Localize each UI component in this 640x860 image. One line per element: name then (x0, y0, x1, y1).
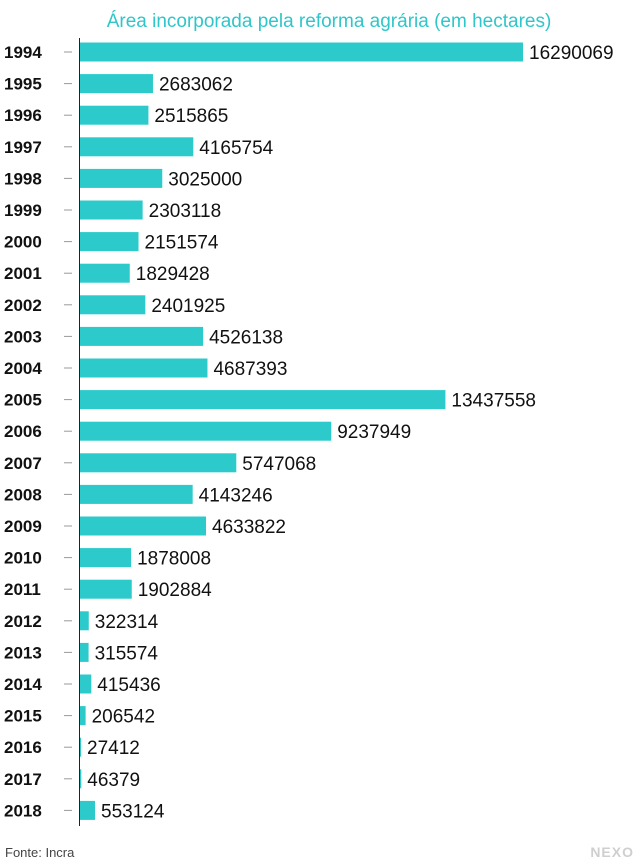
y-tick-label: 1999 (4, 201, 42, 220)
bar (80, 737, 81, 757)
y-tick-label: 2008 (4, 485, 42, 504)
data-label: 322314 (95, 612, 159, 633)
y-tick-label: 2005 (4, 391, 42, 410)
data-label: 3025000 (168, 169, 242, 190)
bar (80, 358, 208, 378)
data-label: 2683062 (159, 75, 233, 96)
brand-logo: NEXO (590, 844, 634, 860)
data-label: 16290069 (529, 43, 614, 64)
bar (80, 263, 130, 283)
data-label: 4165754 (199, 138, 273, 159)
data-label: 27412 (87, 738, 140, 759)
bar (80, 642, 89, 662)
bar (80, 295, 146, 315)
y-tick-label: 2004 (4, 359, 42, 378)
data-label: 1902884 (138, 580, 212, 601)
chart-title: Área incorporada pela reforma agrária (e… (107, 11, 552, 32)
y-tick-label: 1997 (4, 138, 42, 157)
bar (80, 706, 86, 726)
bar (80, 800, 96, 820)
bar (80, 453, 237, 473)
y-tick-label: 2013 (4, 643, 42, 662)
bar (80, 168, 163, 188)
bar (80, 769, 82, 789)
y-tick-label: 1995 (4, 75, 42, 94)
bar (80, 137, 194, 157)
data-label: 9237949 (337, 422, 411, 443)
y-tick-label: 2001 (4, 264, 42, 283)
y-tick-label: 1996 (4, 106, 42, 125)
y-tick-label: 2006 (4, 422, 42, 441)
y-tick-label: 2000 (4, 233, 42, 252)
data-label: 46379 (87, 770, 140, 791)
data-label: 4143246 (199, 485, 273, 506)
bar (80, 421, 332, 441)
data-label: 2151574 (145, 233, 219, 254)
bar (80, 105, 149, 125)
bar (80, 611, 89, 631)
data-label: 4687393 (213, 359, 287, 380)
bar (80, 548, 132, 568)
y-tick-label: 2016 (4, 738, 42, 757)
bar (80, 232, 139, 252)
bars-group: 1994 16290069 1995 2683062 1996 2515865 1997 41… (4, 42, 614, 822)
data-label: 4633822 (212, 517, 286, 538)
data-label: 4526138 (209, 327, 283, 348)
bar (80, 674, 92, 694)
bar (80, 326, 204, 346)
y-tick-label: 2017 (4, 770, 42, 789)
y-tick-label: 2014 (4, 675, 42, 694)
y-tick-label: 1998 (4, 169, 42, 188)
y-tick-label: 2012 (4, 612, 42, 631)
y-tick-label: 2002 (4, 296, 42, 315)
data-label: 206542 (92, 707, 155, 728)
bar (80, 42, 523, 62)
data-label: 1829428 (136, 264, 210, 285)
bar (80, 200, 143, 220)
data-label: 2401925 (151, 296, 225, 317)
bar (80, 516, 207, 536)
y-tick-label: 1994 (4, 43, 42, 62)
bar (80, 74, 153, 94)
data-label: 415436 (97, 675, 160, 696)
data-label: 315574 (95, 643, 159, 664)
bar (80, 484, 193, 504)
bar (80, 579, 132, 599)
source-note: Fonte: Incra (5, 845, 75, 860)
y-tick-label: 2011 (4, 580, 41, 599)
y-tick-label: 2015 (4, 707, 42, 726)
data-label: 5747068 (242, 454, 316, 475)
y-tick-label: 2010 (4, 549, 42, 568)
y-tick-label: 2009 (4, 517, 42, 536)
y-tick-label: 2018 (4, 801, 42, 820)
y-tick-label: 2003 (4, 327, 42, 346)
data-label: 2303118 (149, 201, 222, 222)
data-label: 1878008 (137, 549, 211, 570)
bar (80, 390, 446, 410)
data-label: 13437558 (451, 391, 536, 412)
data-label: 553124 (101, 801, 165, 822)
data-label: 2515865 (154, 106, 228, 127)
y-tick-label: 2007 (4, 454, 42, 473)
